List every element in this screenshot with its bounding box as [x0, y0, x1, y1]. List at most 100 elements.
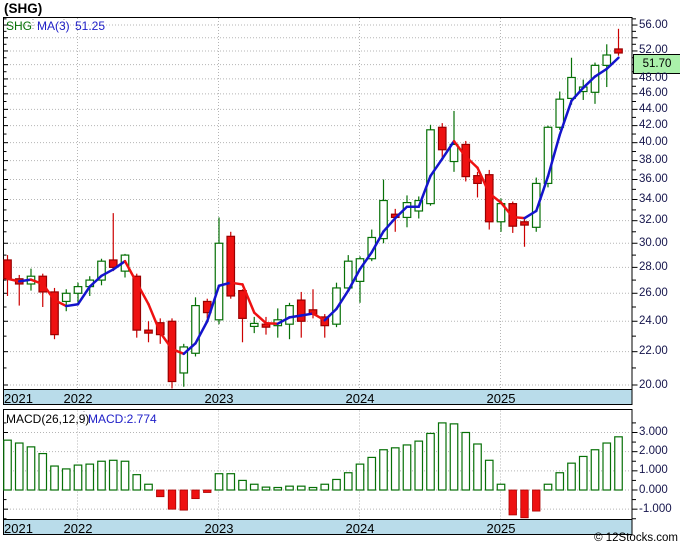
main-plot-border: [3, 17, 633, 390]
year-label-main: 2022: [63, 391, 93, 406]
ma3-line-segment: [523, 209, 538, 220]
macd-axis-label: 2.000: [639, 445, 668, 458]
price-axis-label: 32.00: [639, 214, 668, 227]
macd-axis-label: 1.000: [639, 464, 668, 477]
ma3-line-segment: [370, 230, 385, 254]
ma3-line-segment: [88, 274, 103, 288]
price-axis-label: 40.00: [639, 136, 668, 149]
price-axis-label: 38.00: [639, 154, 668, 167]
year-label-macd: 2022: [63, 521, 93, 536]
page-title: (SHG): [4, 1, 43, 16]
ma3-line-segment: [241, 283, 256, 314]
price-axis-label: 44.00: [639, 102, 668, 115]
macd-bar-positive: [543, 483, 553, 491]
candle-down: [437, 126, 447, 151]
macd-bar-negative: [179, 489, 188, 511]
ma-label: MA(3): [37, 19, 70, 33]
macd-bar-negative: [191, 489, 200, 500]
macd-bar-negative: [156, 489, 165, 498]
macd-bar-positive: [226, 473, 236, 491]
price-axis-label: 26.00: [639, 286, 668, 299]
ma3-line-segment: [253, 311, 268, 325]
candle-down: [226, 235, 236, 297]
macd-bar-negative: [520, 489, 529, 519]
price-axis-label: 42.00: [639, 119, 668, 132]
macd-axis-label: -1.000: [639, 502, 672, 515]
macd-bar-positive: [402, 444, 412, 491]
candle-up: [426, 129, 435, 205]
candle-down: [473, 175, 482, 185]
macd-bar-positive: [108, 459, 118, 491]
ma3-line-segment: [394, 205, 409, 220]
ma3-line-segment: [229, 281, 244, 286]
candle-down: [520, 221, 529, 226]
ma3-line-segment: [382, 216, 397, 233]
candle-up: [602, 54, 612, 66]
price-axis-label: 22.00: [639, 345, 668, 358]
ma3-line-segment: [112, 259, 127, 271]
macd-legend: MACD(26,12,9) MACD:2.774: [6, 412, 157, 426]
ma3-line-segment: [570, 86, 585, 102]
macd-bar-positive: [449, 423, 459, 491]
price-axis-label: 52.00: [639, 44, 668, 57]
ma3-line-segment: [358, 251, 373, 271]
macd-bar-positive: [414, 440, 424, 491]
macd-bar-positive: [308, 486, 318, 491]
year-label-macd: 2023: [204, 521, 234, 536]
candle-up: [555, 98, 565, 128]
candle-down: [144, 329, 153, 334]
ma3-line-segment: [170, 347, 185, 356]
macd-bar-positive: [73, 464, 83, 491]
macd-bar-positive: [61, 468, 71, 491]
macd-bar-positive: [296, 485, 306, 491]
ma3-line-segment: [217, 281, 232, 287]
year-label-macd: 2025: [486, 521, 516, 536]
ma3-line-segment: [276, 316, 291, 325]
main-xaxis-band: [3, 389, 633, 405]
candle-up: [449, 143, 459, 163]
candle-down: [238, 289, 247, 319]
macd-bar-negative: [167, 489, 177, 510]
ma3-line-segment: [300, 312, 315, 317]
macd-params-label: MACD(26,12,9): [6, 412, 90, 426]
ma3-line-segment: [159, 331, 174, 351]
candle-down: [508, 203, 518, 227]
ma3-line-segment: [535, 175, 550, 213]
ma3-line-segment: [464, 155, 479, 169]
macd-bar-negative: [508, 489, 517, 516]
candle-up: [97, 260, 106, 281]
candle-up: [379, 199, 388, 240]
macd-bar-positive: [578, 455, 588, 491]
site-credit[interactable]: © 12Stocks.com: [594, 532, 678, 544]
ma3-line-segment: [182, 342, 197, 356]
ma3-line-segment: [558, 99, 573, 137]
ma3-line-segment: [18, 278, 33, 283]
macd-bar-positive: [496, 483, 506, 491]
macd-value-label: MACD:2.774: [88, 412, 157, 426]
price-axis-label: 46.00: [639, 87, 668, 100]
ma3-line-segment: [582, 75, 597, 90]
macd-bar-positive: [355, 463, 365, 491]
candle-up: [332, 287, 341, 325]
macd-bar-positive: [390, 447, 400, 491]
candle-up: [61, 292, 71, 303]
candle-up: [179, 346, 189, 374]
candle-down: [296, 299, 306, 322]
ma3-line-segment: [546, 133, 561, 178]
price-axis-label: 20.00: [639, 378, 668, 391]
year-label-macd: 2021: [4, 521, 33, 536]
macd-bar-positive: [437, 422, 447, 491]
ma3-line-segment: [488, 192, 503, 204]
macd-bar-positive: [120, 460, 130, 491]
macd-bar-positive: [97, 460, 106, 491]
ma3-line-segment: [41, 282, 56, 302]
ma3-line-segment: [511, 215, 526, 220]
macd-bar-positive: [26, 446, 36, 491]
candle-up: [285, 304, 294, 325]
candle-up: [73, 286, 83, 294]
ma3-line-segment: [194, 320, 209, 345]
candle-down: [108, 259, 118, 268]
year-label-main: 2023: [204, 391, 234, 406]
